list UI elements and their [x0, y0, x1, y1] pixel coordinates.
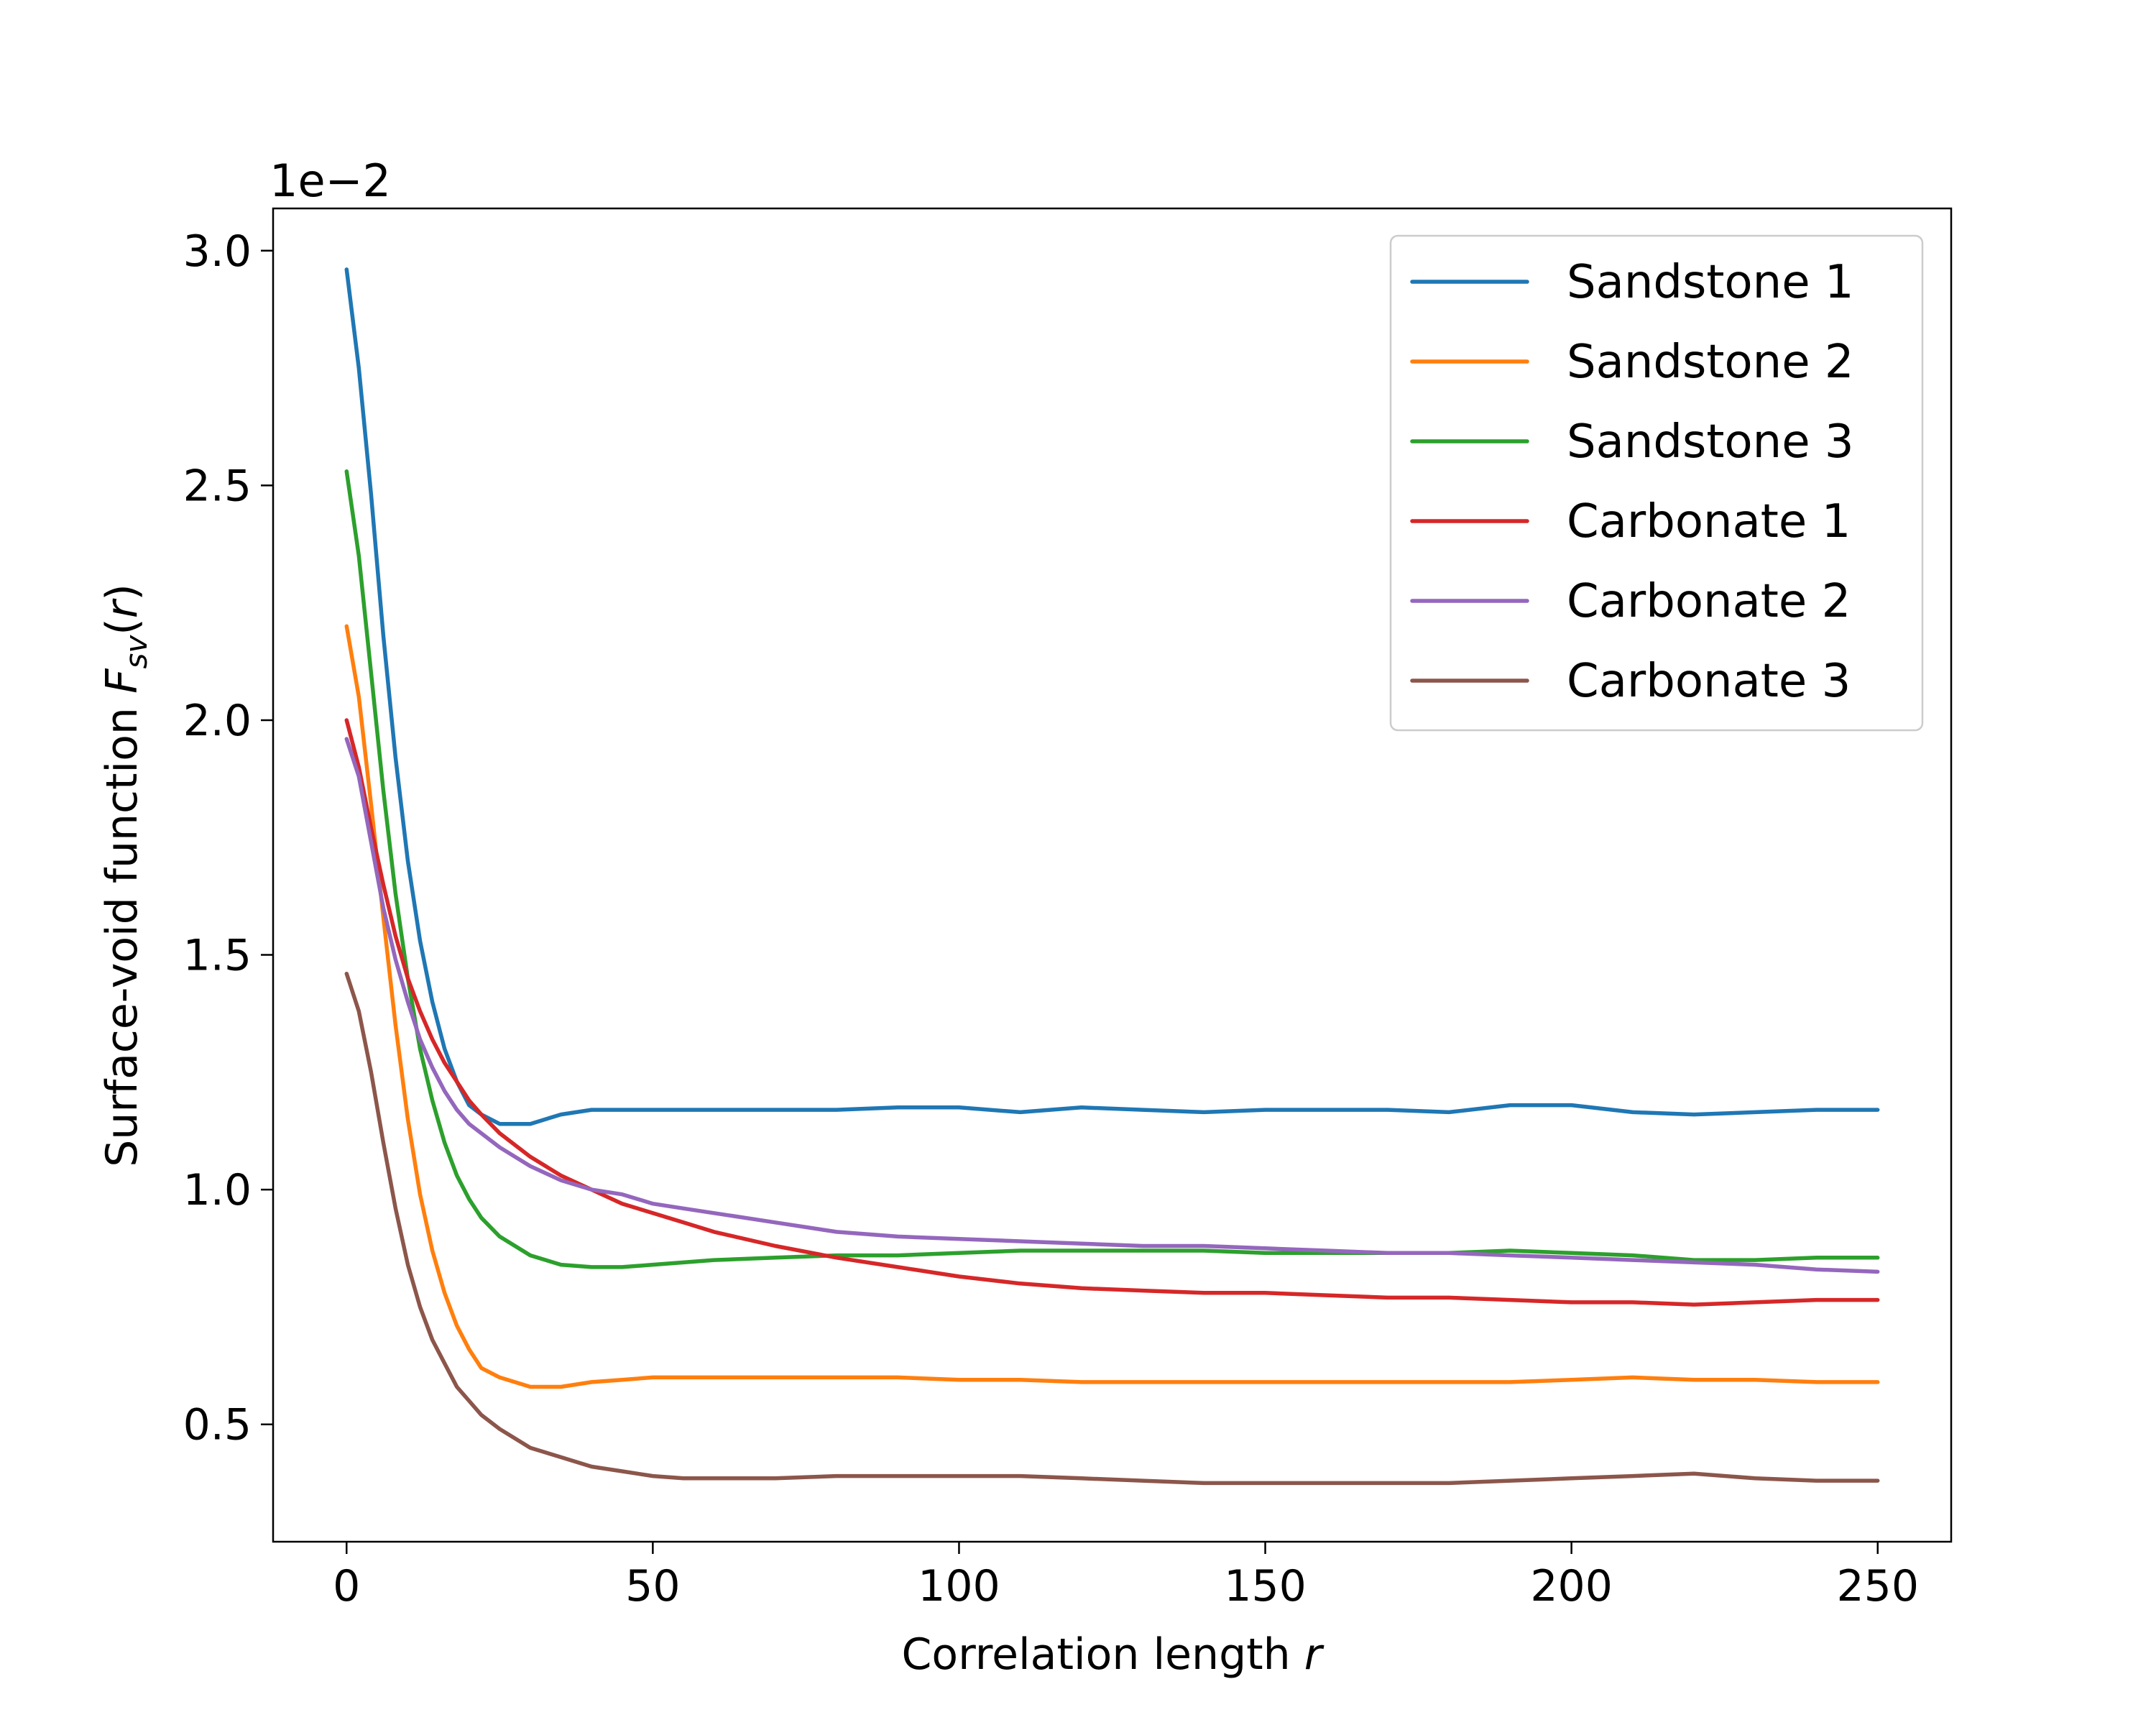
- legend-label-1: Sandstone 1: [1567, 256, 1854, 309]
- series-line-4: [344, 718, 1880, 1307]
- series-line-6: [344, 971, 1880, 1486]
- legend: Sandstone 1 Sandstone 2 Sandstone 3 Carbona…: [1389, 234, 1924, 732]
- y-axis-label: Surface-void function Fsv(r): [97, 584, 154, 1167]
- x-tick-label: 50: [625, 1561, 680, 1611]
- x-tick-label: 200: [1530, 1561, 1613, 1611]
- x-axis-label: Correlation length r: [902, 1629, 1325, 1680]
- y-axis-label-subscript: sv: [119, 635, 154, 669]
- legend-label-5: Carbonate 2: [1567, 575, 1851, 628]
- x-axis-label-main: Correlation length: [902, 1629, 1304, 1680]
- y-axis-label-variable: F: [97, 668, 147, 694]
- y-axis-offset-label: 1e−2: [270, 155, 391, 207]
- legend-items: Sandstone 1 Sandstone 2 Sandstone 3 Carbona…: [1410, 256, 1854, 708]
- series-line-2: [344, 624, 1880, 1389]
- y-tick-label: 1.0: [183, 1165, 252, 1215]
- x-tick-label: 250: [1836, 1561, 1919, 1611]
- series-line-1: [344, 267, 1880, 1126]
- series-lines: [344, 267, 1880, 1486]
- legend-box: [1389, 234, 1924, 732]
- y-axis-ticks: 0.5 1.0 1.5 2.0 2.5 3.0: [183, 226, 273, 1450]
- y-axis-label-paren-open: (: [97, 618, 147, 635]
- legend-label-2: Sandstone 2: [1567, 336, 1854, 389]
- y-tick-label: 2.5: [183, 461, 252, 511]
- series-line-3: [344, 469, 1880, 1269]
- y-tick-label: 1.5: [183, 931, 252, 981]
- plot-area-frame: [272, 207, 1953, 1543]
- y-axis-label-main: Surface-void function: [97, 694, 147, 1167]
- y-axis-label-paren-close: ): [97, 584, 147, 600]
- y-tick-label: 3.0: [183, 226, 252, 277]
- x-tick-label: 0: [333, 1561, 360, 1611]
- x-axis-ticks: 0 50 100 150 200 250: [333, 1542, 1919, 1611]
- legend-label-4: Carbonate 1: [1567, 495, 1851, 548]
- legend-label-6: Carbonate 3: [1567, 655, 1851, 708]
- x-axis-label-variable: r: [1304, 1629, 1325, 1680]
- y-tick-label: 0.5: [183, 1400, 252, 1450]
- y-axis-label-argument: r: [97, 598, 147, 618]
- legend-label-3: Sandstone 3: [1567, 415, 1854, 469]
- series-line-5: [344, 737, 1880, 1274]
- x-tick-label: 150: [1224, 1561, 1307, 1611]
- x-tick-label: 100: [918, 1561, 1000, 1611]
- y-tick-label: 2.0: [183, 696, 252, 746]
